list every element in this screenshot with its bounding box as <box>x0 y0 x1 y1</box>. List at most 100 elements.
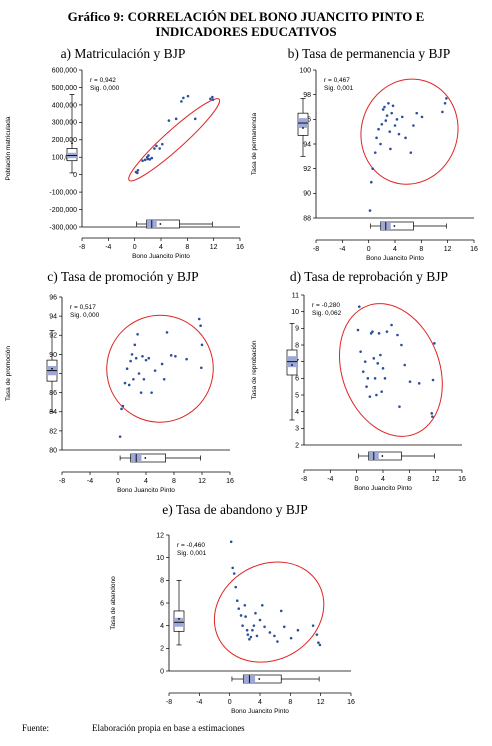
data-point <box>174 354 177 358</box>
data-point <box>396 333 399 337</box>
y-tick-label: 4 <box>160 623 164 630</box>
x-box-mean <box>159 223 162 225</box>
confidence-ellipse <box>339 303 443 437</box>
x-axis-label: Bono Juancito Pinto <box>132 253 190 260</box>
data-point <box>370 180 373 184</box>
y-tick-label: 500,000 <box>52 85 77 92</box>
data-point <box>377 332 381 335</box>
y-tick-label: 9 <box>295 326 299 333</box>
data-point <box>376 362 380 365</box>
y-tick-label: 2 <box>160 646 164 653</box>
x-tick-label: 12 <box>432 476 440 483</box>
data-point <box>137 372 141 375</box>
data-point <box>359 350 362 353</box>
x-tick-label: 4 <box>258 699 262 706</box>
x-tick-label: 0 <box>355 476 359 483</box>
y-axis-label: Población matriculada <box>5 116 12 180</box>
data-point <box>211 98 215 101</box>
data-point <box>165 331 169 334</box>
chart-promocion: c) Tasa de promoción y BJP80828486889092… <box>5 269 234 494</box>
x-tick-label: 0 <box>133 244 137 251</box>
stat-r: r = -0,280 <box>312 302 340 309</box>
data-point <box>289 636 293 640</box>
data-point <box>193 117 197 121</box>
data-point <box>371 167 374 170</box>
panel-title: a) Matriculación y BJP <box>61 46 186 61</box>
data-point <box>408 380 412 383</box>
x-tick-label: 16 <box>458 476 466 483</box>
data-point <box>133 343 137 347</box>
x-tick-label: 4 <box>381 476 385 483</box>
y-tick-label: 4 <box>295 409 299 416</box>
data-point <box>243 603 247 607</box>
data-point <box>383 105 386 109</box>
data-point <box>365 385 368 388</box>
data-point <box>368 395 372 398</box>
x-box-mean <box>258 678 261 680</box>
x-axis-label: Bono Juancito Pinto <box>117 487 175 494</box>
data-point <box>141 159 144 163</box>
data-point <box>431 378 435 382</box>
stat-r: r = -0,460 <box>177 542 205 549</box>
x-tick-label: -8 <box>59 478 65 485</box>
source-label: Fuente: <box>22 723 49 733</box>
data-point <box>251 628 254 632</box>
data-point <box>121 404 125 408</box>
y-axis-label: Tasa de abandono <box>110 576 117 630</box>
y-tick-label: 2 <box>295 442 299 449</box>
y-box-mean <box>178 617 180 620</box>
data-point <box>185 357 188 361</box>
data-point <box>141 354 144 358</box>
data-point <box>273 634 276 638</box>
data-point <box>155 144 158 148</box>
x-tick-label: 16 <box>226 478 234 485</box>
stat-sig: Sig. 0,000 <box>90 85 120 92</box>
data-point <box>235 599 239 603</box>
source-note: Fuente: Elaboración propia en base a esti… <box>22 723 245 733</box>
data-point <box>381 367 385 370</box>
data-point <box>383 377 387 380</box>
chart-permanencia: b) Tasa de permanencia y BJP889092949698… <box>251 46 478 262</box>
y-tick-label: -300,000 <box>49 224 77 231</box>
x-tick-label: -4 <box>87 478 93 485</box>
x-tick-label: -4 <box>339 246 345 253</box>
data-point <box>375 136 378 140</box>
x-tick-label: 0 <box>116 478 120 485</box>
data-point <box>249 635 253 639</box>
data-point <box>391 104 395 108</box>
data-point <box>315 633 319 637</box>
data-point <box>279 609 283 613</box>
data-point <box>211 95 214 99</box>
data-point <box>403 363 407 367</box>
data-point <box>129 359 132 363</box>
data-point <box>160 362 164 366</box>
data-point <box>441 110 444 114</box>
y-tick-label: 5 <box>295 392 299 399</box>
y-axis-label: Tasa de reprobación <box>251 340 258 399</box>
data-point <box>318 643 322 647</box>
data-point <box>148 158 152 161</box>
data-point <box>388 130 392 133</box>
data-point <box>136 171 139 175</box>
data-point <box>231 566 234 570</box>
panel-title: d) Tasa de reprobación y BJP <box>290 269 448 284</box>
y-tick-label: 6 <box>160 600 164 607</box>
data-point <box>123 381 127 385</box>
data-point <box>209 97 212 101</box>
data-point <box>118 435 122 438</box>
y-box-mean <box>51 367 53 370</box>
x-tick-label: 12 <box>444 246 452 253</box>
y-tick-label: 98 <box>303 92 311 99</box>
data-point <box>245 628 249 632</box>
data-point <box>398 405 401 408</box>
chart-abandono: e) Tasa de abandono y BJP 0 2 4 6 8 10 12 -8 -4 0 4… <box>110 502 355 715</box>
x-axis-label: Bono Juancito Pinto <box>231 708 289 715</box>
y-tick-label: -200,000 <box>49 207 77 214</box>
x-axis-label: Bono Juancito Pinto <box>354 485 412 492</box>
data-point <box>395 118 399 121</box>
x-tick-label: -8 <box>166 699 172 706</box>
x-tick-label: -8 <box>301 476 307 483</box>
x-tick-label: 8 <box>419 246 423 253</box>
y-tick-label: 94 <box>303 141 311 148</box>
y-box-mean <box>291 364 293 366</box>
